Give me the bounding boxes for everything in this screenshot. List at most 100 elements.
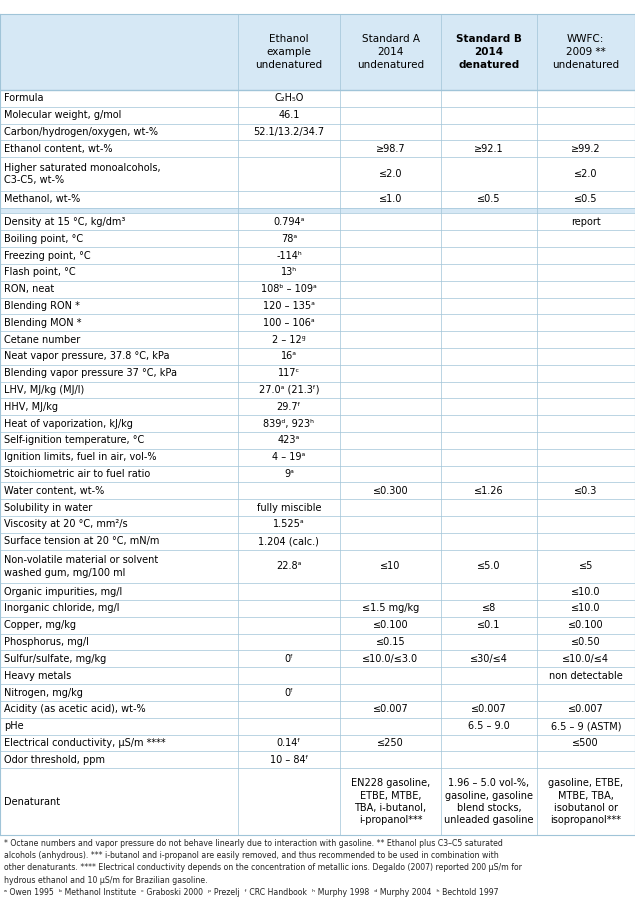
Text: 1.525ᵃ: 1.525ᵃ [273, 520, 305, 530]
Text: 29.7ᶠ: 29.7ᶠ [277, 402, 301, 412]
Text: 9ᵃ: 9ᵃ [284, 469, 294, 479]
Text: 0.14ᶠ: 0.14ᶠ [277, 738, 301, 748]
FancyBboxPatch shape [0, 751, 635, 768]
Text: Flash point, °C: Flash point, °C [4, 267, 76, 277]
Text: Blending vapor pressure 37 °C, kPa: Blending vapor pressure 37 °C, kPa [4, 368, 177, 378]
Text: Blending MON *: Blending MON * [4, 318, 82, 328]
Text: 0.794ᵃ: 0.794ᵃ [273, 217, 305, 227]
Text: ≤10.0/≤4: ≤10.0/≤4 [562, 654, 610, 664]
FancyBboxPatch shape [0, 364, 635, 382]
Text: 1.204 (calc.): 1.204 (calc.) [258, 536, 319, 546]
FancyBboxPatch shape [0, 684, 635, 701]
Text: Inorganic chloride, mg/l: Inorganic chloride, mg/l [4, 603, 120, 613]
Text: ≤0.007: ≤0.007 [373, 704, 408, 714]
Text: ≥99.2: ≥99.2 [571, 144, 601, 154]
Text: WWFC:
2009 **
undenatured: WWFC: 2009 ** undenatured [552, 34, 619, 70]
Text: Freezing point, °C: Freezing point, °C [4, 251, 91, 261]
Text: ≤10.0: ≤10.0 [571, 603, 601, 613]
FancyBboxPatch shape [0, 583, 635, 600]
Text: Non-volatile material or solvent
washed gum, mg/100 ml: Non-volatile material or solvent washed … [4, 555, 159, 577]
Text: ≥92.1: ≥92.1 [474, 144, 504, 154]
FancyBboxPatch shape [0, 297, 635, 314]
Text: ≤1.0: ≤1.0 [379, 195, 402, 204]
FancyBboxPatch shape [0, 532, 635, 550]
FancyBboxPatch shape [0, 617, 635, 633]
Text: ≤0.15: ≤0.15 [376, 637, 405, 647]
Text: -114ʰ: -114ʰ [276, 251, 302, 261]
FancyBboxPatch shape [0, 214, 635, 230]
Text: ≤0.300: ≤0.300 [373, 486, 408, 496]
Text: Denaturant: Denaturant [4, 797, 60, 807]
Text: 1.96 – 5.0 vol-%,
gasoline, gasoline
blend stocks,
unleaded gasoline: 1.96 – 5.0 vol-%, gasoline, gasoline ble… [444, 778, 533, 825]
Text: ≤1.26: ≤1.26 [474, 486, 504, 496]
FancyBboxPatch shape [0, 382, 635, 398]
FancyBboxPatch shape [0, 124, 635, 140]
Text: ≤250: ≤250 [377, 738, 404, 748]
Text: ≥98.7: ≥98.7 [376, 144, 405, 154]
Text: Heat of vaporization, kJ/kg: Heat of vaporization, kJ/kg [4, 419, 133, 429]
Text: Organic impurities, mg/l: Organic impurities, mg/l [4, 587, 123, 597]
FancyBboxPatch shape [0, 651, 635, 667]
FancyBboxPatch shape [0, 191, 635, 207]
FancyBboxPatch shape [0, 600, 635, 617]
FancyBboxPatch shape [0, 281, 635, 297]
FancyBboxPatch shape [0, 348, 635, 364]
FancyBboxPatch shape [0, 633, 635, 651]
Text: 839ᵈ, 923ʰ: 839ᵈ, 923ʰ [264, 419, 314, 429]
Text: ≤10.0/≤3.0: ≤10.0/≤3.0 [363, 654, 418, 664]
Text: Blending RON *: Blending RON * [4, 301, 80, 311]
FancyBboxPatch shape [0, 667, 635, 684]
FancyBboxPatch shape [0, 768, 635, 835]
Text: 27.0ᵃ (21.3ᶠ): 27.0ᵃ (21.3ᶠ) [258, 385, 319, 395]
Text: ≤2.0: ≤2.0 [574, 169, 598, 179]
Text: Standard B
2014
denatured: Standard B 2014 denatured [456, 34, 522, 70]
Text: 4 – 19ᵃ: 4 – 19ᵃ [272, 453, 305, 462]
Text: Higher saturated monoalcohols,
C3-C5, wt-%: Higher saturated monoalcohols, C3-C5, wt… [4, 162, 161, 185]
Text: ≤0.100: ≤0.100 [568, 621, 604, 631]
Text: ≤10.0: ≤10.0 [571, 587, 601, 597]
Text: 13ʰ: 13ʰ [281, 267, 297, 277]
Text: ≤0.1: ≤0.1 [478, 621, 500, 631]
FancyBboxPatch shape [0, 550, 635, 583]
Text: Water content, wt-%: Water content, wt-% [4, 486, 105, 496]
Text: 52.1/13.2/34.7: 52.1/13.2/34.7 [253, 127, 324, 137]
Text: 117ᶜ: 117ᶜ [278, 368, 300, 378]
Text: ≤1.5 mg/kg: ≤1.5 mg/kg [362, 603, 419, 613]
Text: Ignition limits, fuel in air, vol-%: Ignition limits, fuel in air, vol-% [4, 453, 157, 462]
Text: ≤0.5: ≤0.5 [477, 195, 501, 204]
Text: 0ᶠ: 0ᶠ [284, 688, 293, 698]
FancyBboxPatch shape [0, 14, 635, 90]
Text: 6.5 – 9 (ASTM): 6.5 – 9 (ASTM) [551, 722, 621, 731]
Text: 108ᵇ – 109ᵃ: 108ᵇ – 109ᵃ [261, 285, 317, 294]
Text: Stoichiometric air to fuel ratio: Stoichiometric air to fuel ratio [4, 469, 150, 479]
Text: ≤0.100: ≤0.100 [373, 621, 408, 631]
Text: fully miscible: fully miscible [257, 503, 321, 512]
FancyBboxPatch shape [0, 140, 635, 157]
FancyBboxPatch shape [0, 499, 635, 516]
Text: HHV, MJ/kg: HHV, MJ/kg [4, 402, 58, 412]
Text: Solubility in water: Solubility in water [4, 503, 93, 512]
FancyBboxPatch shape [0, 483, 635, 499]
Text: ≤500: ≤500 [573, 738, 599, 748]
Text: Formula: Formula [4, 94, 44, 104]
FancyBboxPatch shape [0, 415, 635, 432]
Text: * Octane numbers and vapor pressure do not behave linearly due to interaction wi: * Octane numbers and vapor pressure do n… [4, 839, 523, 897]
Text: Nitrogen, mg/kg: Nitrogen, mg/kg [4, 688, 83, 698]
Text: Neat vapor pressure, 37.8 °C, kPa: Neat vapor pressure, 37.8 °C, kPa [4, 352, 170, 362]
FancyBboxPatch shape [0, 247, 635, 263]
Text: Molecular weight, g/mol: Molecular weight, g/mol [4, 110, 122, 120]
Text: Ethanol content, wt-%: Ethanol content, wt-% [4, 144, 113, 154]
Text: ≤8: ≤8 [482, 603, 496, 613]
Text: 10 – 84ᶠ: 10 – 84ᶠ [270, 755, 308, 765]
Text: ≤0.007: ≤0.007 [471, 704, 507, 714]
Text: EN228 gasoline,
ETBE, MTBE,
TBA, i-butanol,
i-propanol***: EN228 gasoline, ETBE, MTBE, TBA, i-butan… [351, 778, 430, 825]
Text: Phosphorus, mg/l: Phosphorus, mg/l [4, 637, 90, 647]
Text: Carbon/hydrogen/oxygen, wt-%: Carbon/hydrogen/oxygen, wt-% [4, 127, 159, 137]
Text: ≤0.3: ≤0.3 [574, 486, 598, 496]
FancyBboxPatch shape [0, 734, 635, 751]
Text: 22.8ᵃ: 22.8ᵃ [276, 562, 302, 572]
Text: ≤5.0: ≤5.0 [477, 562, 501, 572]
Text: Cetane number: Cetane number [4, 334, 81, 344]
FancyBboxPatch shape [0, 230, 635, 247]
Text: 6.5 – 9.0: 6.5 – 9.0 [468, 722, 510, 731]
